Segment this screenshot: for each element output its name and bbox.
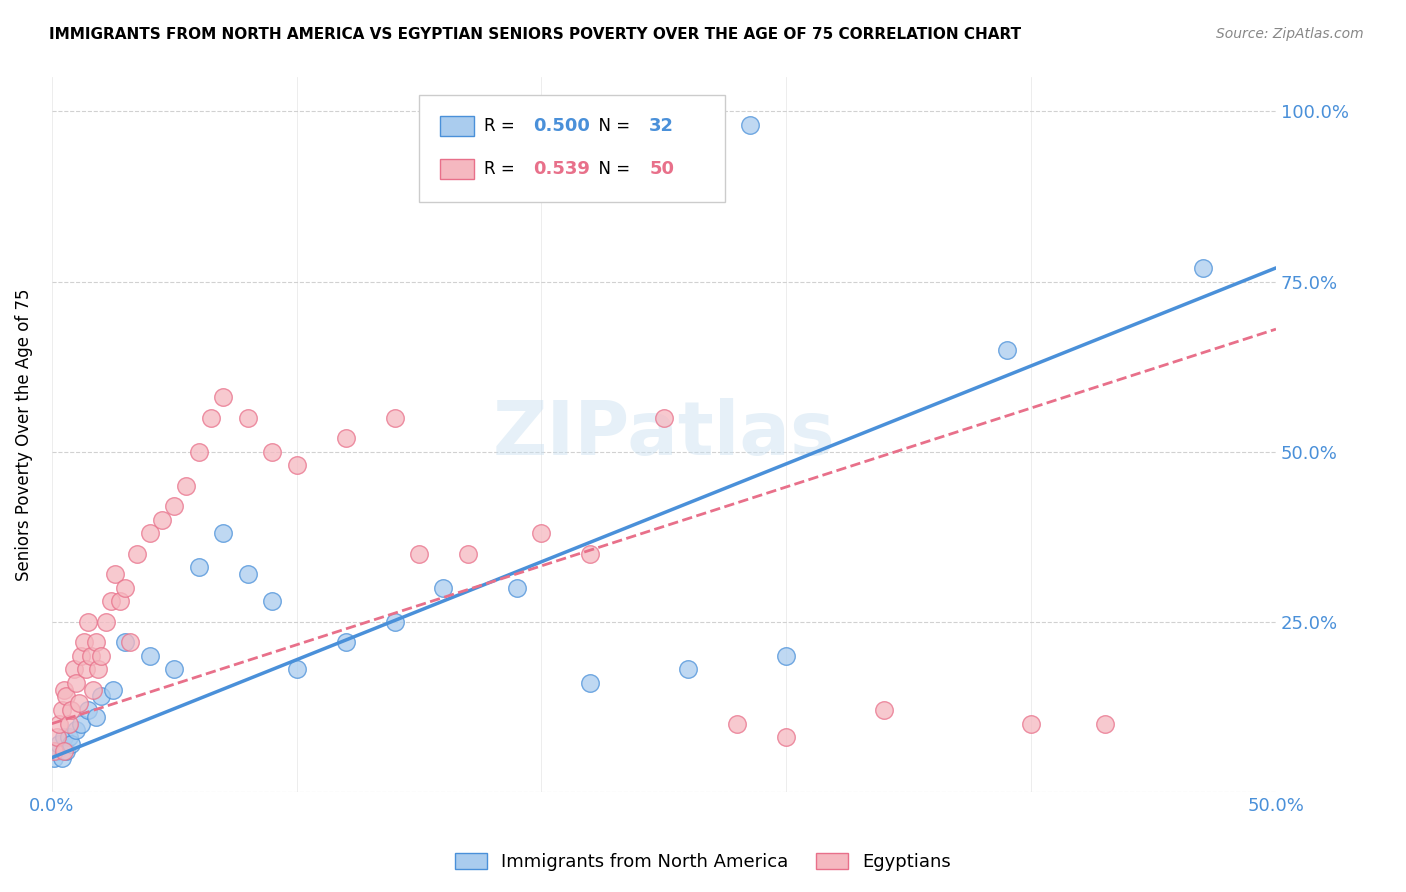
Point xyxy=(104,567,127,582)
Point xyxy=(51,703,73,717)
Bar xyxy=(440,116,474,136)
Text: IMMIGRANTS FROM NORTH AMERICA VS EGYPTIAN SENIORS POVERTY OVER THE AGE OF 75 COR: IMMIGRANTS FROM NORTH AMERICA VS EGYPTIA… xyxy=(49,27,1021,42)
Text: Source: ZipAtlas.com: Source: ZipAtlas.com xyxy=(1216,27,1364,41)
Point xyxy=(408,547,430,561)
Point xyxy=(80,648,103,663)
Point xyxy=(48,737,70,751)
Point xyxy=(67,696,90,710)
Point xyxy=(53,682,76,697)
Point xyxy=(58,731,80,745)
Point xyxy=(163,499,186,513)
Text: 32: 32 xyxy=(650,117,673,135)
Point xyxy=(48,716,70,731)
Point xyxy=(262,444,284,458)
Point xyxy=(187,560,209,574)
Point xyxy=(457,547,479,561)
Point xyxy=(114,635,136,649)
Point xyxy=(127,547,149,561)
Point xyxy=(45,731,67,745)
Point xyxy=(212,526,235,541)
Point xyxy=(120,635,142,649)
Point xyxy=(55,744,77,758)
Point xyxy=(75,662,97,676)
Point xyxy=(873,703,896,717)
Text: 0.539: 0.539 xyxy=(533,160,589,178)
Point xyxy=(163,662,186,676)
Point xyxy=(45,744,67,758)
FancyBboxPatch shape xyxy=(419,95,725,202)
Point xyxy=(84,710,107,724)
Text: 0.500: 0.500 xyxy=(533,117,589,135)
Point xyxy=(94,615,117,629)
Point xyxy=(51,750,73,764)
Point xyxy=(384,615,406,629)
Point xyxy=(1094,716,1116,731)
Point xyxy=(62,662,84,676)
Point xyxy=(44,744,66,758)
Point xyxy=(53,731,76,745)
Point xyxy=(236,567,259,582)
Point xyxy=(90,648,112,663)
Text: R =: R = xyxy=(484,117,520,135)
Point xyxy=(506,581,529,595)
Point xyxy=(995,343,1018,357)
Point xyxy=(432,581,454,595)
Point xyxy=(738,118,761,132)
Point xyxy=(72,635,94,649)
Point xyxy=(70,648,93,663)
Text: R =: R = xyxy=(484,160,520,178)
Point xyxy=(1019,716,1042,731)
Point xyxy=(176,478,198,492)
Point xyxy=(384,410,406,425)
Point xyxy=(53,744,76,758)
Point xyxy=(775,731,797,745)
Point xyxy=(82,682,104,697)
Text: N =: N = xyxy=(588,117,636,135)
Y-axis label: Seniors Poverty Over the Age of 75: Seniors Poverty Over the Age of 75 xyxy=(15,288,32,581)
Point xyxy=(335,431,357,445)
Point xyxy=(150,513,173,527)
Point xyxy=(725,716,748,731)
Point xyxy=(138,526,160,541)
Point xyxy=(65,723,87,738)
Point xyxy=(101,682,124,697)
Point xyxy=(335,635,357,649)
Point xyxy=(652,410,675,425)
Point xyxy=(579,547,602,561)
Point xyxy=(285,662,308,676)
Point xyxy=(212,390,235,404)
Point xyxy=(90,690,112,704)
Point xyxy=(236,410,259,425)
Point xyxy=(110,594,132,608)
Point xyxy=(77,703,100,717)
Point xyxy=(65,676,87,690)
Point xyxy=(55,690,77,704)
Text: N =: N = xyxy=(588,160,636,178)
Text: 50: 50 xyxy=(650,160,673,178)
Text: ZIPatlas: ZIPatlas xyxy=(492,398,835,471)
Point xyxy=(1191,260,1213,275)
Point xyxy=(678,662,700,676)
Point xyxy=(58,716,80,731)
Point xyxy=(100,594,122,608)
Point xyxy=(187,444,209,458)
Point xyxy=(138,648,160,663)
Point xyxy=(200,410,222,425)
Bar xyxy=(440,159,474,179)
Point xyxy=(530,526,553,541)
Point xyxy=(70,716,93,731)
Legend: Immigrants from North America, Egyptians: Immigrants from North America, Egyptians xyxy=(447,846,959,879)
Point xyxy=(60,737,83,751)
Point xyxy=(87,662,110,676)
Point xyxy=(84,635,107,649)
Point xyxy=(579,676,602,690)
Point xyxy=(114,581,136,595)
Point xyxy=(262,594,284,608)
Point xyxy=(60,703,83,717)
Point xyxy=(775,648,797,663)
Point xyxy=(285,458,308,473)
Point xyxy=(44,750,66,764)
Point xyxy=(77,615,100,629)
